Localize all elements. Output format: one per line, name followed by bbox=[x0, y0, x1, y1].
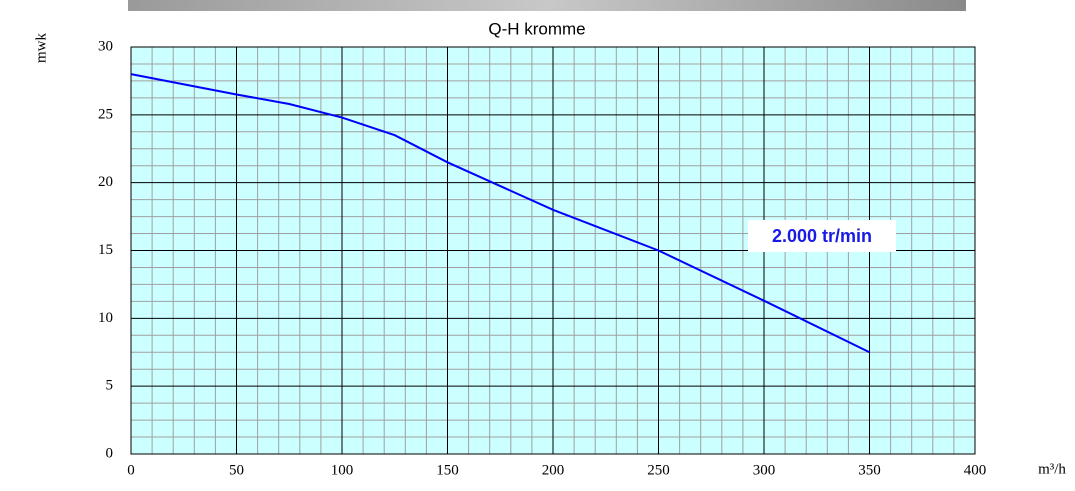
chart-title: Q-H kromme bbox=[488, 19, 585, 38]
y-tick-label: 15 bbox=[98, 242, 113, 258]
x-tick-label: 200 bbox=[542, 462, 565, 478]
x-tick-label: 400 bbox=[964, 462, 987, 478]
y-tick-label: 30 bbox=[98, 38, 113, 54]
x-tick-label: 350 bbox=[858, 462, 881, 478]
y-tick-label: 10 bbox=[98, 310, 113, 326]
y-tick-label: 25 bbox=[98, 106, 113, 122]
annotation: 2.000 tr/min bbox=[772, 226, 872, 246]
x-tick-label: 300 bbox=[753, 462, 776, 478]
x-tick-label: 100 bbox=[331, 462, 354, 478]
x-axis-label: m³/h bbox=[1038, 461, 1066, 477]
x-tick-label: 250 bbox=[647, 462, 670, 478]
chart: Q-H kromme mwk m³/h 05010015020025030035… bbox=[0, 0, 1075, 491]
x-tick-label: 0 bbox=[127, 462, 135, 478]
y-axis-label: mwk bbox=[33, 33, 49, 64]
x-tick-label: 150 bbox=[436, 462, 459, 478]
y-tick-label: 0 bbox=[106, 445, 114, 461]
y-tick-label: 5 bbox=[106, 378, 114, 394]
photo-strip bbox=[128, 0, 966, 11]
y-tick-label: 20 bbox=[98, 174, 113, 190]
x-tick-label: 50 bbox=[229, 462, 244, 478]
